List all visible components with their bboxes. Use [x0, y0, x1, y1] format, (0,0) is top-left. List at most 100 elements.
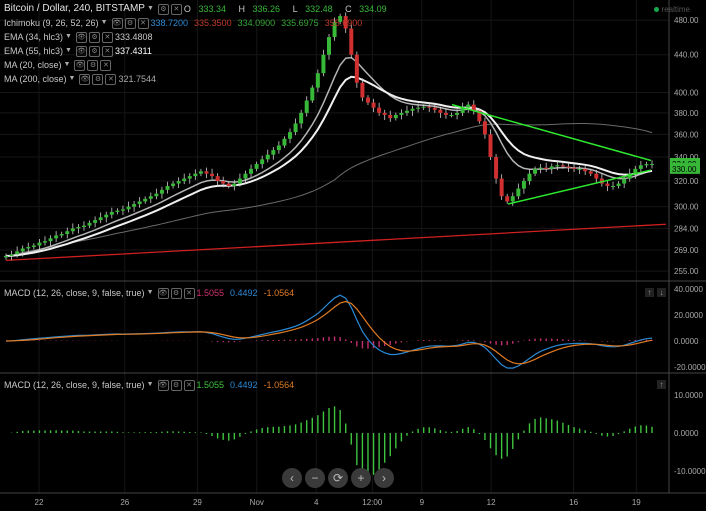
indicator-value: 0.4492: [230, 288, 258, 298]
candle-body: [115, 210, 120, 212]
candle-body: [482, 121, 487, 135]
candle-body: [81, 225, 86, 228]
time-tick-label: 4: [314, 498, 319, 507]
settings-icon[interactable]: ⚙: [170, 379, 182, 391]
candle-body: [505, 196, 510, 202]
close-icon[interactable]: ✕: [101, 45, 113, 57]
settings-icon[interactable]: ⚙: [88, 45, 100, 57]
close-icon[interactable]: ✕: [183, 287, 195, 299]
close-icon[interactable]: ✕: [137, 17, 149, 29]
indicator-name[interactable]: MA (20, close): [4, 60, 62, 70]
close-icon[interactable]: ✕: [183, 379, 195, 391]
candle-body: [583, 168, 588, 172]
eye-icon[interactable]: 👁: [157, 379, 169, 391]
indicator-name[interactable]: MACD (12, 26, close, 9, false, true): [4, 380, 145, 390]
candle-body: [15, 251, 20, 255]
candle-body: [388, 114, 393, 119]
chevron-down-icon[interactable]: ▼: [63, 61, 71, 68]
chevron-down-icon[interactable]: ▼: [65, 33, 72, 40]
chevron-down-icon[interactable]: ▼: [65, 47, 72, 54]
indicator-name[interactable]: Ichimoku (9, 26, 52, 26): [4, 18, 99, 28]
price-tick-label: 440.00: [674, 51, 699, 60]
eye-icon[interactable]: 👁: [74, 59, 86, 71]
close-icon[interactable]: ✕: [170, 3, 182, 15]
time-tick-label: 26: [120, 498, 129, 507]
candle-body: [544, 167, 549, 169]
pane-up-icon[interactable]: ↑: [657, 380, 666, 389]
candle-body: [120, 209, 125, 211]
candle-body: [399, 112, 404, 115]
macd-tick-label: 0.0000: [674, 337, 699, 346]
eye-icon[interactable]: 👁: [75, 45, 87, 57]
settings-icon[interactable]: ⚙: [92, 73, 104, 85]
settings-icon[interactable]: ⚙: [124, 17, 136, 29]
settings-icon[interactable]: ⚙: [170, 287, 182, 299]
ohlc-low: L 332.48: [292, 4, 333, 14]
close-icon[interactable]: ✕: [100, 59, 112, 71]
indicator-name[interactable]: EMA (34, hlc3): [4, 32, 64, 42]
close-icon[interactable]: ✕: [101, 31, 113, 43]
indicator-row: EMA (34, hlc3) ▼ 👁 ⚙ ✕ 333.4808: [4, 30, 397, 44]
reset-icon[interactable]: ⟳: [328, 468, 348, 488]
settings-icon[interactable]: ⚙: [88, 31, 100, 43]
candle-body: [54, 235, 59, 239]
candle-body: [371, 102, 376, 108]
indicator-name[interactable]: EMA (55, hlc3): [4, 46, 64, 56]
settings-icon[interactable]: ⚙: [87, 59, 99, 71]
candle-body: [249, 168, 254, 174]
candle-body: [310, 87, 315, 101]
candle-body: [555, 165, 560, 167]
chevron-down-icon[interactable]: ▼: [146, 5, 154, 12]
price-tick-label: 360.00: [674, 130, 699, 139]
candle-body: [438, 109, 443, 113]
price-tick-label: 340.00: [674, 153, 699, 162]
candle-body: [566, 166, 571, 168]
candle-body: [432, 107, 437, 110]
macd-legend-2: MACD (12, 26, close, 9, false, true) ▼ 👁 ⚙ ✕…: [4, 378, 300, 392]
candle-body: [9, 254, 14, 256]
eye-icon[interactable]: 👁: [157, 287, 169, 299]
candle-body: [393, 114, 398, 119]
zoom-out-icon[interactable]: −: [305, 468, 325, 488]
chevron-down-icon[interactable]: ▼: [146, 289, 154, 296]
eye-icon[interactable]: 👁: [75, 31, 87, 43]
candle-body: [210, 173, 215, 177]
candle-body: [466, 104, 471, 108]
time-tick-label: 12:00: [362, 498, 383, 507]
settings-icon[interactable]: ⚙: [157, 3, 169, 15]
chevron-down-icon[interactable]: ▼: [146, 381, 154, 388]
candle-body: [449, 114, 454, 116]
candle-body: [527, 173, 532, 182]
indicator-value: 337.4311: [114, 46, 152, 56]
price-tick-label: 400.00: [674, 89, 699, 98]
candle-body: [588, 171, 593, 174]
candle-body: [327, 37, 331, 55]
eye-icon[interactable]: 👁: [79, 73, 91, 85]
candle-body: [276, 145, 281, 151]
chevron-down-icon[interactable]: ▼: [68, 75, 76, 82]
indicator-name[interactable]: MACD (12, 26, close, 9, false, true): [4, 288, 145, 298]
candle-body: [282, 138, 287, 146]
pane-up-icon[interactable]: ↑: [645, 288, 654, 297]
candle-body: [605, 183, 610, 187]
ma200-line: [5, 123, 653, 257]
candle-body: [377, 107, 382, 113]
chevron-down-icon[interactable]: ▼: [100, 19, 108, 26]
indicator-row: MA (200, close) ▼ 👁 ⚙ ✕ 321.7544: [4, 72, 397, 86]
ohlc-close: C 334.09: [345, 4, 387, 14]
trendline: [507, 169, 652, 205]
close-icon[interactable]: ✕: [105, 73, 117, 85]
pane-down-icon[interactable]: ↓: [657, 288, 666, 297]
symbol-title[interactable]: Bitcoin / Dollar, 240, BITSTAMP: [4, 3, 145, 14]
eye-icon[interactable]: 👁: [111, 17, 123, 29]
price-tick-label: 380.00: [674, 109, 699, 118]
zoom-in-icon[interactable]: +: [351, 468, 371, 488]
indicator-name[interactable]: MA (200, close): [4, 74, 67, 84]
candle-body: [382, 112, 387, 115]
indicator-value: 335.6975: [281, 18, 319, 28]
scroll-right-icon[interactable]: ›: [374, 468, 394, 488]
scroll-left-icon[interactable]: ‹: [282, 468, 302, 488]
candle-body: [204, 171, 209, 174]
macd-tick-label: 40.0000: [674, 285, 703, 294]
